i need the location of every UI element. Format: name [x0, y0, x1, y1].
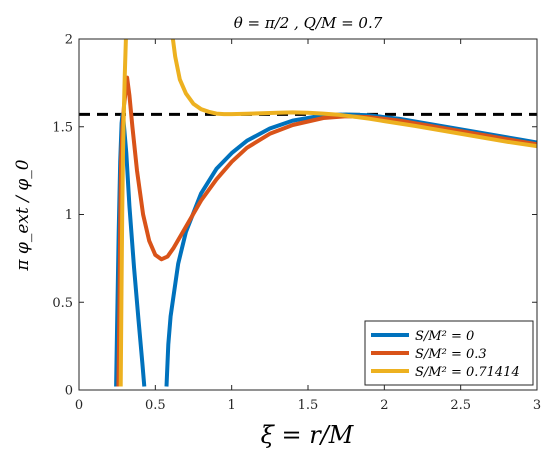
legend-label: S/M² = 0.3	[415, 347, 487, 362]
series-line-2-segment-0	[118, 39, 128, 387]
y-tick-label: 0.5	[52, 296, 73, 311]
y-tick-label: 1	[65, 208, 73, 223]
axes: 0 0.5 1 1.5 2 2.5 3 0 0.5 1 1.5 2	[52, 33, 541, 414]
x-tick-label: 2.5	[450, 398, 471, 413]
series-lines	[79, 39, 537, 387]
chart-title: θ = π/2 , Q/M = 0.7	[234, 14, 383, 32]
x-tick-label: 2	[380, 398, 388, 413]
x-axis-label: ξ = r/M	[261, 421, 355, 449]
y-tick-label: 2	[65, 33, 73, 48]
y-tick-label: 1.5	[52, 120, 73, 135]
x-tick-label: 1.5	[298, 398, 319, 413]
y-tick-label: 0	[65, 384, 73, 399]
legend-label: S/M² = 0	[415, 329, 474, 344]
x-tick-label: 3	[533, 398, 541, 413]
y-axis-label-text: π φ_ext / φ_0	[13, 159, 33, 271]
series-line-2-segment-1	[170, 39, 537, 149]
y-axis-label: π φ_ext / φ_0	[13, 159, 33, 271]
legend: S/M² = 0 S/M² = 0.3 S/M² = 0.71414	[364, 320, 534, 386]
x-tick-label: 0	[75, 398, 83, 413]
legend-label: S/M² = 0.71414	[415, 365, 520, 380]
x-tick-label: 1	[228, 398, 236, 413]
x-tick-label: 0.5	[145, 398, 166, 413]
